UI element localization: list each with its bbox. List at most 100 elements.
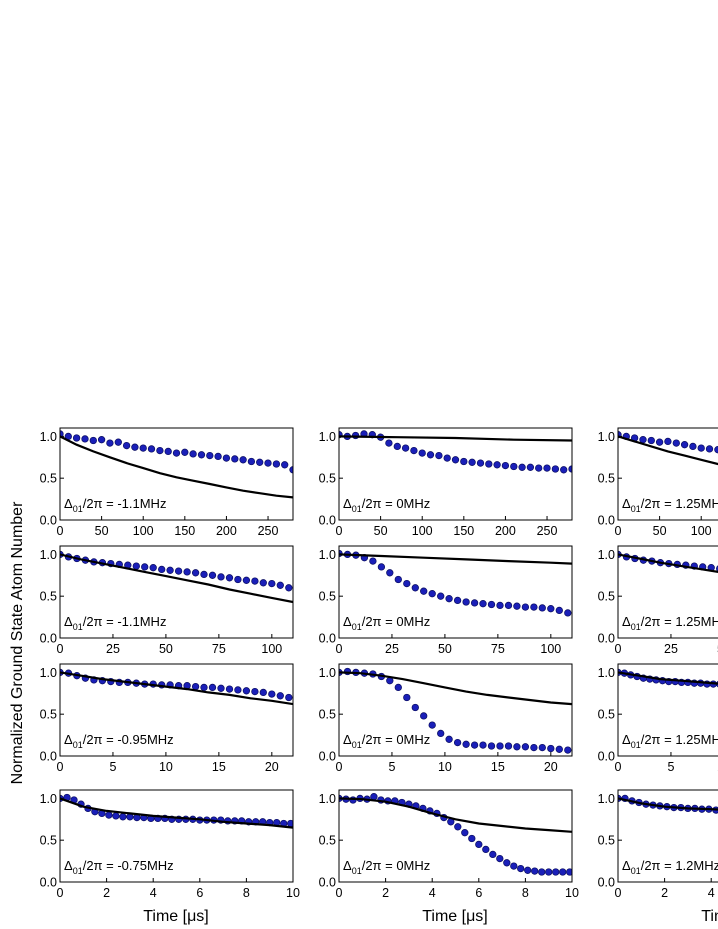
- x-tick-label: 150: [453, 524, 474, 538]
- y-tick-label: 0.5: [319, 472, 336, 486]
- data-point: [289, 466, 293, 474]
- x-tick-label: 200: [495, 524, 516, 538]
- data-point: [369, 557, 377, 565]
- plot-frame: [338, 545, 573, 639]
- y-tick-label: 1.0: [319, 792, 336, 806]
- x-tick-label: 2: [382, 886, 389, 900]
- y-tick-label: 0.5: [598, 708, 615, 722]
- data-point: [547, 744, 555, 753]
- data-point: [132, 562, 140, 570]
- detuning-label: Δ01/2π = 1.25MHz: [622, 732, 718, 750]
- data-point: [504, 742, 513, 750]
- data-point: [377, 563, 386, 571]
- y-tick-label: 1.0: [598, 666, 615, 680]
- x-tick-label: 150: [174, 524, 195, 538]
- x-tick-label: 8: [522, 886, 529, 900]
- plot-area: Δ01/2π = 0MHz: [339, 667, 572, 754]
- data-point: [454, 823, 462, 831]
- data-point: [393, 442, 401, 451]
- x-tick-label: 100: [133, 524, 154, 538]
- detuning-label: Δ01/2π = 1.25MHz: [622, 496, 718, 514]
- panel-r1-c0: 0.0 0.5 1.0 0 25 50 75 100 Δ01/2π = -1.1MHz: [40, 545, 294, 656]
- data-point: [191, 569, 200, 577]
- data-point: [189, 450, 197, 458]
- data-point: [555, 606, 563, 615]
- data-point: [482, 845, 490, 854]
- data-point: [487, 600, 496, 609]
- y-tick-label: 1.0: [40, 430, 57, 444]
- data-point: [225, 685, 234, 693]
- model-curve: [339, 435, 572, 442]
- x-tick-label: 100: [691, 524, 712, 538]
- data-point: [401, 444, 410, 452]
- x-tick-label: 0: [57, 524, 64, 538]
- model-curve: [618, 435, 718, 466]
- data-point: [493, 461, 501, 469]
- data-point: [370, 793, 378, 801]
- data-point: [538, 743, 546, 752]
- x-tick-label: 15: [212, 760, 226, 774]
- y-tick-label: 0.5: [598, 590, 615, 604]
- data-point: [521, 743, 530, 751]
- data-point: [451, 456, 460, 464]
- plot-area: Δ01/2π = 1.25MHz: [618, 431, 718, 514]
- x-axis-title-col-1: Time [μs]: [422, 908, 488, 925]
- data-point: [705, 445, 714, 453]
- model-curve: [339, 797, 572, 833]
- x-tick-label: 20: [265, 760, 279, 774]
- x-tick-label: 15: [491, 760, 505, 774]
- model-curve: [60, 797, 293, 829]
- y-tick-label: 0.0: [40, 750, 57, 764]
- data-point: [664, 437, 672, 446]
- y-tick-label: 0.5: [40, 834, 57, 848]
- y-tick-label: 0.0: [319, 632, 336, 646]
- x-tick-label: 2: [103, 886, 110, 900]
- data-point: [259, 688, 267, 697]
- x-tick-label: 0: [57, 760, 64, 774]
- panel-r3-c1: 0.0 0.5 1.0 0 2 4 6 8 10 Δ01/2π = 0MHz: [319, 789, 579, 900]
- x-tick-label: 0: [615, 760, 622, 774]
- data-point: [566, 868, 572, 876]
- data-point: [112, 812, 120, 820]
- y-tick-label: 0.0: [40, 632, 57, 646]
- x-tick-label: 200: [216, 524, 237, 538]
- data-point: [222, 454, 231, 462]
- x-axis-title-col-0: Time [μs]: [143, 908, 209, 925]
- x-tick-label: 50: [95, 524, 109, 538]
- panel-r0-c0: 0.0 0.5 1.0 0 50 100 150 200 250 Δ01/2π = -1.1MHz: [40, 427, 294, 538]
- data-point: [251, 687, 259, 696]
- data-point: [538, 604, 546, 612]
- data-point: [517, 864, 525, 873]
- data-point: [564, 746, 572, 754]
- x-axis-title-col-2: Time [μs]: [701, 908, 718, 925]
- plot-frame: [617, 789, 718, 883]
- y-tick-label: 0.0: [319, 876, 336, 890]
- x-tick-label: 25: [106, 642, 120, 656]
- detuning-label: Δ01/2π = 0MHz: [343, 614, 430, 632]
- data-point: [524, 866, 532, 874]
- model-curve: [618, 797, 718, 811]
- data-point: [468, 834, 476, 843]
- plot-area: Δ01/2π = 1.25MHz: [618, 550, 718, 632]
- data-point: [547, 605, 555, 613]
- x-tick-label: 50: [438, 642, 452, 656]
- x-tick-label: 0: [615, 524, 622, 538]
- data-point: [183, 568, 191, 576]
- detuning-label: Δ01/2π = -0.75MHz: [64, 858, 174, 876]
- data-point: [418, 449, 426, 457]
- data-point: [564, 609, 572, 617]
- plot-frame: [338, 789, 573, 883]
- x-tick-label: 2: [661, 886, 668, 900]
- y-tick-label: 1.0: [40, 666, 57, 680]
- plot-area: Δ01/2π = 0MHz: [339, 549, 572, 632]
- panel-r2-c0: 0.0 0.5 1.0 0 5 10 15 20 Δ01/2π = -0.95MHz: [40, 663, 294, 774]
- data-point: [504, 601, 513, 610]
- data-point: [420, 587, 428, 595]
- x-tick-label: 250: [258, 524, 279, 538]
- data-point: [234, 575, 242, 584]
- data-point: [420, 712, 428, 720]
- data-point: [394, 683, 402, 692]
- x-tick-label: 75: [212, 642, 226, 656]
- plot-area: Δ01/2π = -0.75MHz: [60, 793, 293, 876]
